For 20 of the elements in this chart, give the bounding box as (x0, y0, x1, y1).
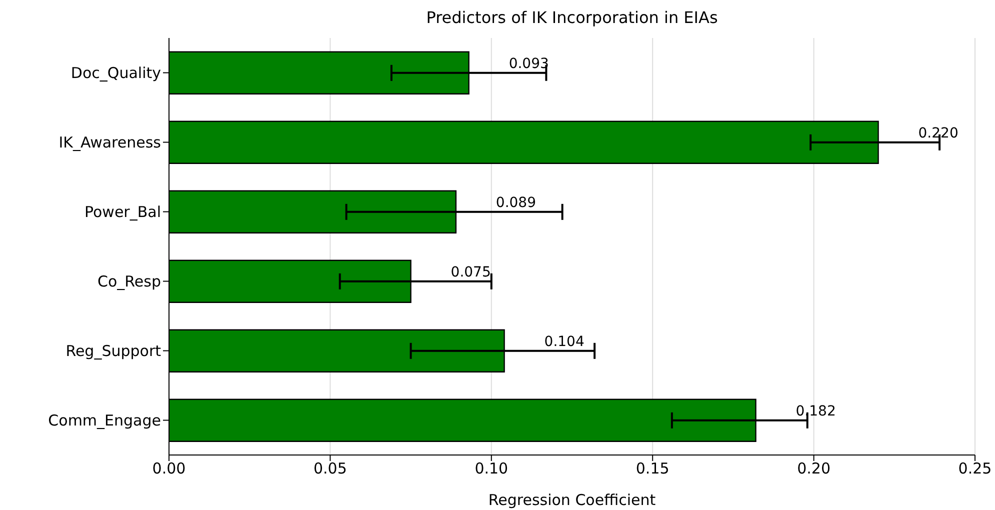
data-label: 0.089 (496, 194, 536, 211)
x-tick-label: 0.00 (152, 460, 186, 478)
x-axis-title: Regression Coefficient (488, 491, 656, 509)
y-tick-label: Power_Bal (84, 203, 161, 222)
chart-title: Predictors of IK Incorporation in EIAs (425, 8, 719, 27)
data-label: 0.220 (918, 125, 958, 142)
x-tick-label: 0.15 (636, 460, 670, 478)
x-tick-label: 0.25 (958, 460, 992, 478)
data-label: 0.093 (508, 56, 549, 72)
y-tick-label: Doc_Quality (70, 64, 162, 82)
x-tick-label: 0.05 (313, 460, 347, 478)
x-tick-label: 0.20 (797, 460, 831, 478)
data-label: 0.104 (544, 334, 584, 350)
y-tick-label: IK_Awareness (58, 134, 162, 152)
y-tick-label: Reg_Support (66, 342, 162, 360)
y-tick-label: Comm_Engage (48, 412, 161, 430)
x-tick-label: 0.10 (474, 460, 508, 478)
y-tick-label: Co_Resp (98, 272, 161, 291)
data-label: 0.182 (796, 403, 836, 420)
data-label: 0.075 (450, 264, 491, 280)
